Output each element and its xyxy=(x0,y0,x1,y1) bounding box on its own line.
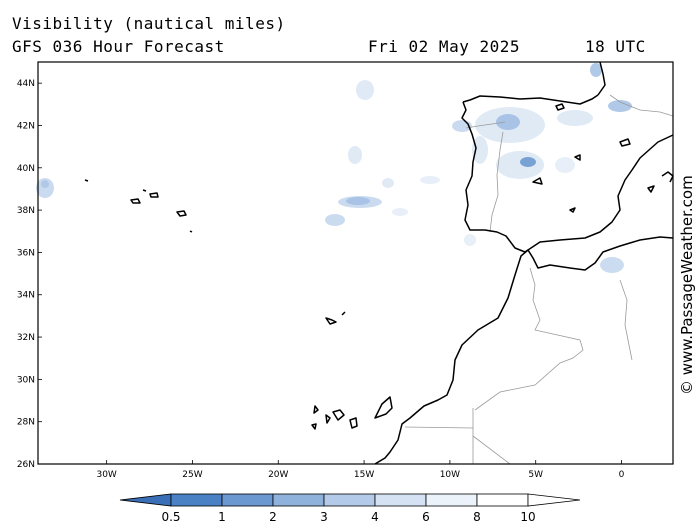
map-title: Visibility (nautical miles) xyxy=(12,14,286,33)
lat-tick-label: 38N xyxy=(17,206,35,216)
colorbar-swatch xyxy=(221,493,274,507)
country-borders xyxy=(404,94,674,465)
lat-tick-label: 28N xyxy=(17,418,35,428)
lon-tick-label: 5W xyxy=(528,470,543,480)
colorbar-swatch xyxy=(425,493,478,507)
lat-tick-label: 30N xyxy=(17,375,35,385)
axis-ticks: 44N 42N 40N 38N 36N 34N 32N 30N 28N 26N 30W 25W 20W 1… xyxy=(17,79,625,480)
coastlines xyxy=(84,61,674,465)
colorbar-swatch xyxy=(476,493,529,507)
lat-tick-label: 40N xyxy=(17,164,35,174)
colorbar-label: 10 xyxy=(520,510,535,524)
colorbar-swatch xyxy=(272,493,325,507)
lon-tick-label: 0 xyxy=(619,470,625,480)
colorbar: 0.5 1 2 3 4 6 8 10 xyxy=(119,493,581,524)
colorbar-label: 4 xyxy=(371,510,379,524)
lat-tick-label: 26N xyxy=(17,460,35,470)
colorbar-labels: 0.5 1 2 3 4 6 8 10 xyxy=(161,510,535,524)
visibility-shading xyxy=(36,63,632,273)
lon-tick-label: 10W xyxy=(440,470,460,480)
lon-tick-label: 20W xyxy=(268,470,288,480)
lon-tick-label: 25W xyxy=(182,470,202,480)
lon-tick-label: 30W xyxy=(96,470,116,480)
colorbar-low-arrow xyxy=(119,493,172,507)
map-frame-bg xyxy=(38,62,673,464)
colorbar-label: 2 xyxy=(269,510,277,524)
colorbar-swatch xyxy=(323,493,376,507)
map-frame xyxy=(37,61,674,465)
colorbar-label: 8 xyxy=(473,510,481,524)
colorbar-label: 3 xyxy=(320,510,328,524)
map-panel xyxy=(36,61,674,465)
lat-tick-label: 42N xyxy=(17,121,35,131)
lat-tick-label: 44N xyxy=(17,79,35,89)
colorbar-high-arrow xyxy=(527,493,581,507)
colorbar-label: 1 xyxy=(218,510,226,524)
colorbar-swatch xyxy=(170,493,223,507)
forecast-label: GFS 036 Hour Forecast xyxy=(12,37,225,56)
colorbar-label: 0.5 xyxy=(161,510,180,524)
lat-tick-label: 36N xyxy=(17,248,35,258)
colorbar-label: 6 xyxy=(422,510,430,524)
credit-text: © www.PassageWeather.com xyxy=(678,175,696,395)
colorbar-swatch xyxy=(374,493,427,507)
forecast-time: 18 UTC xyxy=(585,37,646,56)
forecast-date: Fri 02 May 2025 xyxy=(368,37,520,56)
lat-tick-label: 32N xyxy=(17,333,35,343)
lon-tick-label: 15W xyxy=(354,470,374,480)
colorbar-boxes xyxy=(170,493,529,507)
lat-tick-label: 34N xyxy=(17,291,35,301)
